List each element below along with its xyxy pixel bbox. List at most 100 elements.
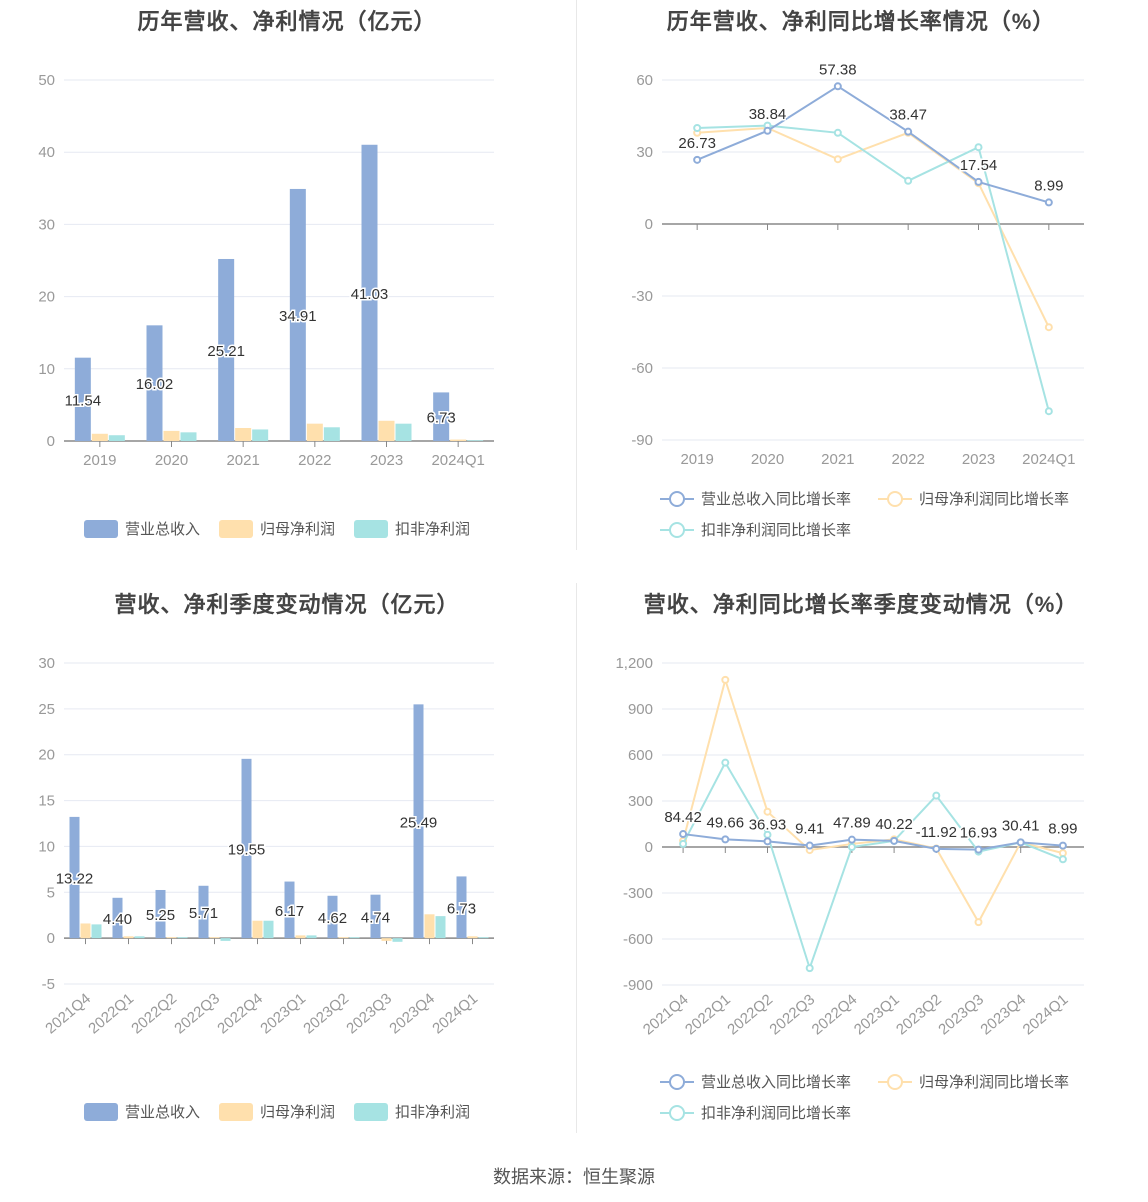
point-revenue-growth xyxy=(679,830,688,839)
bar-net-profit xyxy=(306,423,323,441)
bar-revenue xyxy=(327,895,338,939)
data-label: 4.62 xyxy=(318,910,347,927)
data-label: 38.47 xyxy=(889,107,927,124)
bar-net-profit xyxy=(166,937,177,939)
x-tick-label: 2023Q1 xyxy=(257,990,309,1037)
point-deducted-growth xyxy=(693,124,702,132)
point-revenue-growth xyxy=(833,82,842,91)
point-revenue-growth xyxy=(890,836,899,845)
legend-deducted-growth[interactable]: 扣非净利润同比增长率 xyxy=(660,519,851,540)
legend-net-profit[interactable]: 归母净利润 xyxy=(219,1101,335,1122)
y-tick-label: 15 xyxy=(38,793,55,810)
data-label: 30.41 xyxy=(1002,817,1040,834)
data-label: 25.49 xyxy=(400,814,438,831)
bar-revenue xyxy=(413,704,424,939)
deducted-growth-swatch xyxy=(660,1104,694,1122)
legend-label: 营业总收入 xyxy=(125,1104,201,1121)
y-tick-label: 50 xyxy=(38,72,55,89)
legend-deducted-profit[interactable]: 扣非净利润 xyxy=(354,518,470,539)
line-net-growth xyxy=(697,126,1050,328)
net-growth-swatch xyxy=(878,1073,912,1091)
legend-label: 营业总收入 xyxy=(125,521,201,538)
panel-divider-top xyxy=(576,0,577,550)
bar-revenue xyxy=(112,897,123,939)
bar-revenue xyxy=(456,876,467,939)
x-tick-label: 2023Q2 xyxy=(300,990,352,1037)
bar-revenue xyxy=(74,357,91,441)
quarterly-growth-chart: -900-600-30003006009001,2002021Q42022Q12… xyxy=(615,655,1084,1038)
y-tick-label: 0 xyxy=(645,839,653,856)
point-net-growth xyxy=(721,675,730,684)
data-label: 17.54 xyxy=(960,157,998,174)
point-deducted-growth xyxy=(904,176,913,185)
annual-values-chart: 0 10 20 30 40 50 2019 2020 2021 2022 2023 2024Q1 11.… xyxy=(38,72,494,469)
data-label: 6.17 xyxy=(275,903,304,920)
point-revenue-growth xyxy=(974,845,983,854)
data-label: 19.55 xyxy=(228,841,266,858)
y-tick-label: 10 xyxy=(38,838,55,855)
x-tick-label: 2021Q4 xyxy=(42,990,94,1037)
y-tick-label: -5 xyxy=(42,976,55,993)
point-revenue-growth xyxy=(763,126,772,135)
y-tick-label: 30 xyxy=(636,144,653,161)
bar-deducted-profit xyxy=(220,938,231,941)
legend-net-growth[interactable]: 归母净利润同比增长率 xyxy=(878,1071,1069,1092)
point-revenue-growth xyxy=(721,835,730,844)
point-net-growth xyxy=(1058,849,1067,858)
data-label: 34.91 xyxy=(279,308,317,325)
legend-label: 营业总收入同比增长率 xyxy=(701,1074,852,1091)
bar-net-profit xyxy=(424,914,435,939)
x-tick-label: 2019 xyxy=(83,452,116,469)
bar-revenue xyxy=(433,392,450,441)
data-label: 9.41 xyxy=(795,821,824,838)
legend-revenue-growth[interactable]: 营业总收入同比增长率 xyxy=(660,488,851,509)
legend-label: 归母净利润同比增长率 xyxy=(919,1074,1070,1091)
bar-deducted-profit xyxy=(392,938,403,942)
legend-revenue[interactable]: 营业总收入 xyxy=(84,518,200,539)
legend-label: 归母净利润 xyxy=(260,1104,336,1121)
bar-deducted-profit xyxy=(395,423,412,441)
bar-net-profit xyxy=(252,920,263,939)
x-tick-label: 2024Q1 xyxy=(429,990,481,1037)
revenue-swatch xyxy=(84,519,118,538)
bar-net-profit xyxy=(235,428,252,441)
point-revenue-growth xyxy=(1016,838,1025,847)
legend-revenue-growth[interactable]: 营业总收入同比增长率 xyxy=(660,1071,851,1092)
x-tick-label: 2022Q4 xyxy=(214,990,266,1037)
legend-deducted-growth[interactable]: 扣非净利润同比增长率 xyxy=(660,1102,851,1123)
legend-revenue[interactable]: 营业总收入 xyxy=(84,1101,200,1122)
legend-net-growth[interactable]: 归母净利润同比增长率 xyxy=(878,488,1069,509)
revenue-swatch xyxy=(84,1102,118,1121)
bar-net-profit xyxy=(123,936,134,939)
data-label: 84.42 xyxy=(664,809,702,826)
data-label: 40.22 xyxy=(875,816,913,833)
bar-net-profit xyxy=(91,433,108,441)
data-label: 41.03 xyxy=(351,286,389,303)
deducted-profit-swatch xyxy=(354,519,388,538)
revenue-growth-swatch xyxy=(660,1073,694,1091)
point-revenue-growth xyxy=(805,841,814,850)
quarterly-values-chart: -50510152025302021Q42022Q12022Q22022Q320… xyxy=(38,655,494,1037)
y-tick-label: -30 xyxy=(631,288,653,305)
y-tick-label: 25 xyxy=(38,701,55,718)
legend-deducted-profit[interactable]: 扣非净利润 xyxy=(354,1101,470,1122)
data-label: 5.25 xyxy=(146,907,175,924)
x-tick-label: 2022Q2 xyxy=(128,990,180,1037)
point-revenue-growth xyxy=(847,835,856,844)
point-net-growth xyxy=(974,918,983,927)
y-tick-label: 40 xyxy=(38,144,55,161)
legend-label: 归母净利润 xyxy=(260,521,336,538)
x-tick-label: 2022Q2 xyxy=(724,991,776,1038)
bar-net-profit xyxy=(381,938,392,941)
x-tick-label: 2020 xyxy=(155,452,188,469)
x-tick-label: 2023Q4 xyxy=(386,990,438,1037)
bar-net-profit xyxy=(209,937,220,939)
point-revenue-growth xyxy=(1044,198,1053,207)
data-label: 36.93 xyxy=(749,816,787,833)
y-tick-label: -300 xyxy=(623,885,653,902)
legend-net-profit[interactable]: 归母净利润 xyxy=(219,518,335,539)
legend-label: 扣非净利润 xyxy=(395,521,471,538)
data-label: 49.66 xyxy=(707,814,745,831)
point-net-growth xyxy=(833,155,842,164)
data-label: 5.71 xyxy=(189,905,218,922)
